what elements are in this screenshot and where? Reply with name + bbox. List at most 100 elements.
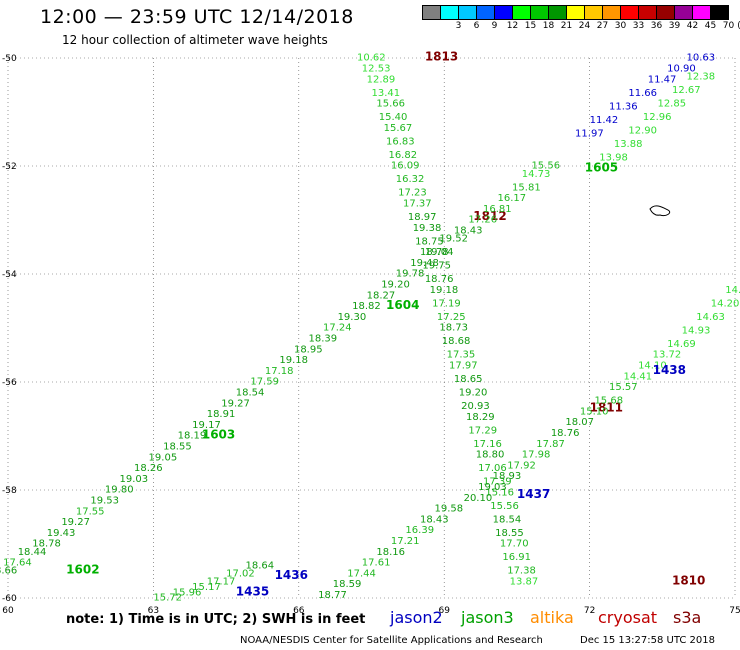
track-label: 1811: [590, 401, 623, 415]
swh-value: 17.38: [507, 566, 536, 577]
color-legend-label: 3: [455, 21, 462, 31]
swh-value: 19.18: [430, 285, 459, 296]
swh-value: 14.20: [711, 298, 740, 309]
swh-value: 20.93: [461, 401, 490, 412]
swh-value: 17.87: [536, 439, 565, 450]
swh-value: 19.03: [478, 482, 507, 493]
credit-text: NOAA/NESDIS Center for Satellite Applica…: [240, 635, 543, 646]
swh-value: 12.38: [687, 72, 716, 83]
color-legend-label: 42: [686, 21, 699, 31]
swh-value: 17.35: [447, 350, 476, 361]
lat-tick-label: -52: [2, 162, 17, 172]
track-1812: 1812: [473, 209, 506, 223]
swh-value: 11.47: [648, 74, 677, 85]
swh-value: 19.05: [149, 452, 178, 463]
satellite-cryosat: cryosat: [598, 608, 658, 627]
swh-value: 14.40: [725, 285, 740, 296]
swh-value: 14.10: [638, 361, 667, 372]
color-legend-label: 24: [578, 21, 591, 31]
track-1436: 1436: [275, 568, 308, 582]
swh-value: 18.75: [415, 236, 444, 247]
color-legend-label: 30: [614, 21, 627, 31]
swh-value: 12.89: [367, 74, 396, 85]
color-legend-label: 6: [473, 21, 480, 31]
swh-value: 16.83: [386, 136, 415, 147]
swh-value: 13.72: [653, 350, 682, 361]
swh-value: 19.18: [279, 355, 308, 366]
lon-tick-label: 72: [584, 606, 595, 616]
track-1438: 14.7614.4014.2014.6314.9314.6913.7214.10…: [318, 271, 740, 601]
swh-value: 17.29: [468, 425, 497, 436]
generated-timestamp: Dec 15 13:27:58 UTC 2018: [580, 635, 715, 646]
swh-value: 19.75: [422, 261, 451, 272]
swh-value: 17.17: [207, 577, 236, 588]
swh-value: 17.25: [437, 312, 466, 323]
swh-value: 18.16: [376, 547, 405, 558]
swh-value: 12.67: [672, 85, 701, 96]
swh-value: 19.17: [192, 420, 221, 431]
swh-value: 17.16: [473, 439, 502, 450]
track-label: 1435: [236, 584, 269, 598]
track-1811: 1811: [590, 401, 623, 415]
color-legend-label: 70: [722, 21, 735, 31]
swh-value: 19.53: [90, 496, 119, 507]
swh-value: 18.78: [420, 247, 449, 258]
swh-value: 17.59: [250, 377, 279, 388]
swh-value: 18.93: [493, 471, 522, 482]
swh-value: 13.88: [614, 139, 643, 150]
swh-value: 18.59: [333, 579, 362, 590]
swh-value: 18.65: [454, 374, 483, 385]
swh-value: 19.20: [381, 280, 410, 291]
swh-value: 17.06: [478, 463, 507, 474]
swh-value: 12.96: [643, 112, 672, 123]
track-label: 1604: [386, 298, 419, 312]
color-legend-label: 12: [506, 21, 519, 31]
swh-value: 17.24: [323, 323, 352, 334]
swh-value: 16.82: [388, 150, 417, 161]
swh-value: 13.98: [599, 153, 628, 164]
satellite-jason2: jason2: [390, 608, 443, 627]
swh-value: 17.44: [347, 568, 376, 579]
swh-value: 14.63: [696, 312, 725, 323]
swh-value: 12.85: [657, 99, 686, 110]
swh-value: 10.90: [667, 64, 696, 75]
lat-tick-label: -60: [2, 594, 17, 604]
swh-value: 18.73: [439, 323, 468, 334]
track-label: 1603: [202, 428, 235, 442]
color-legend-label: 27: [596, 21, 609, 31]
swh-value: 19.27: [221, 398, 250, 409]
map-subtitle: 12 hour collection of altimeter wave hei…: [62, 33, 328, 47]
swh-value: 20.10: [464, 493, 493, 504]
swh-value: 10.62: [357, 53, 386, 64]
swh-value: 19.58: [435, 504, 464, 515]
swh-value: 19.43: [47, 528, 76, 539]
swh-value: 15.57: [609, 382, 638, 393]
track-1435: 1435: [236, 584, 269, 598]
track-label: 1438: [653, 363, 686, 377]
lat-tick-label: -54: [2, 270, 17, 280]
lon-tick-label: 63: [148, 606, 159, 616]
track-1602: 1602: [66, 563, 99, 577]
swh-value: 15.96: [173, 587, 202, 598]
swh-value: 17.64: [3, 558, 32, 569]
track-label: 1605: [585, 160, 618, 174]
color-legend-label: 39: [668, 21, 681, 31]
swh-value: 18.19: [178, 431, 207, 442]
swh-value: 15.17: [192, 582, 221, 593]
swh-value: 13.41: [372, 88, 401, 99]
lon-tick-label: 60: [2, 606, 14, 616]
satellite-altika: altika: [530, 608, 574, 627]
swh-value: 19.78: [396, 269, 425, 280]
swh-value: 18.91: [207, 409, 236, 420]
swh-value: 18.55: [495, 528, 524, 539]
track-label: 1813: [425, 50, 458, 64]
island-outline: [649, 205, 671, 216]
swh-value: 12.90: [628, 126, 657, 137]
track-label: 1602: [66, 563, 99, 577]
swh-value: 18.55: [163, 442, 192, 453]
swh-value: 18.27: [367, 290, 396, 301]
swh-value: 18.78: [32, 539, 61, 550]
swh-value: 18.07: [565, 417, 594, 428]
